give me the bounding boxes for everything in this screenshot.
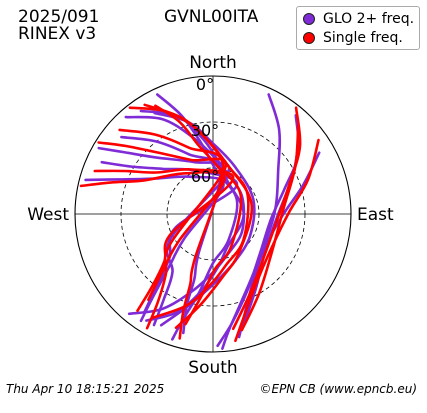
legend: GLO 2+ freq. Single freq. bbox=[296, 6, 420, 50]
direction-east: East bbox=[357, 205, 394, 225]
single-freq-track-9 bbox=[118, 128, 225, 340]
generation-timestamp: Thu Apr 10 18:15:21 2025 bbox=[6, 382, 165, 396]
legend-label-glo: GLO 2+ freq. bbox=[323, 11, 415, 27]
station-name: GVNL00ITA bbox=[164, 7, 259, 27]
ring-label-0: 0° bbox=[196, 75, 214, 94]
legend-item-glo: GLO 2+ freq. bbox=[303, 10, 414, 28]
elevation-ring-30 bbox=[120, 121, 306, 307]
legend-item-single: Single freq. bbox=[303, 29, 403, 47]
single-freq-track-3 bbox=[231, 106, 302, 331]
elevation-ring-0 bbox=[74, 75, 352, 353]
glo-track-3 bbox=[216, 114, 301, 348]
polar-labels: North South East West 0° 30° 60° bbox=[27, 53, 394, 378]
glo-track-7 bbox=[221, 93, 282, 350]
single-freq-track-1 bbox=[143, 103, 254, 329]
satellite-tracks bbox=[79, 93, 321, 350]
glo-track-8 bbox=[156, 93, 239, 341]
direction-south: South bbox=[188, 358, 237, 378]
single-freq-track-7 bbox=[79, 170, 226, 301]
date-label: 2025/091 bbox=[18, 7, 100, 27]
single-freq-track-2 bbox=[97, 141, 228, 330]
rinex-version-label: RINEX v3 bbox=[18, 24, 97, 44]
credit-label: ©EPN CB (www.epncb.eu) bbox=[259, 382, 417, 396]
elevation-ring-60 bbox=[166, 167, 260, 261]
ring-label-30: 30° bbox=[191, 121, 219, 140]
legend-marker-single bbox=[303, 32, 315, 44]
glo-track-9 bbox=[84, 175, 225, 323]
ring-label-60: 60° bbox=[191, 167, 219, 186]
direction-west: West bbox=[27, 205, 69, 225]
direction-north: North bbox=[189, 53, 237, 73]
single-freq-track-6 bbox=[154, 104, 243, 326]
glo-track-4 bbox=[97, 146, 231, 327]
polar-grid bbox=[74, 75, 352, 353]
legend-marker-glo bbox=[303, 13, 315, 25]
single-freq-track-8 bbox=[240, 124, 300, 332]
legend-label-single: Single freq. bbox=[323, 30, 403, 46]
